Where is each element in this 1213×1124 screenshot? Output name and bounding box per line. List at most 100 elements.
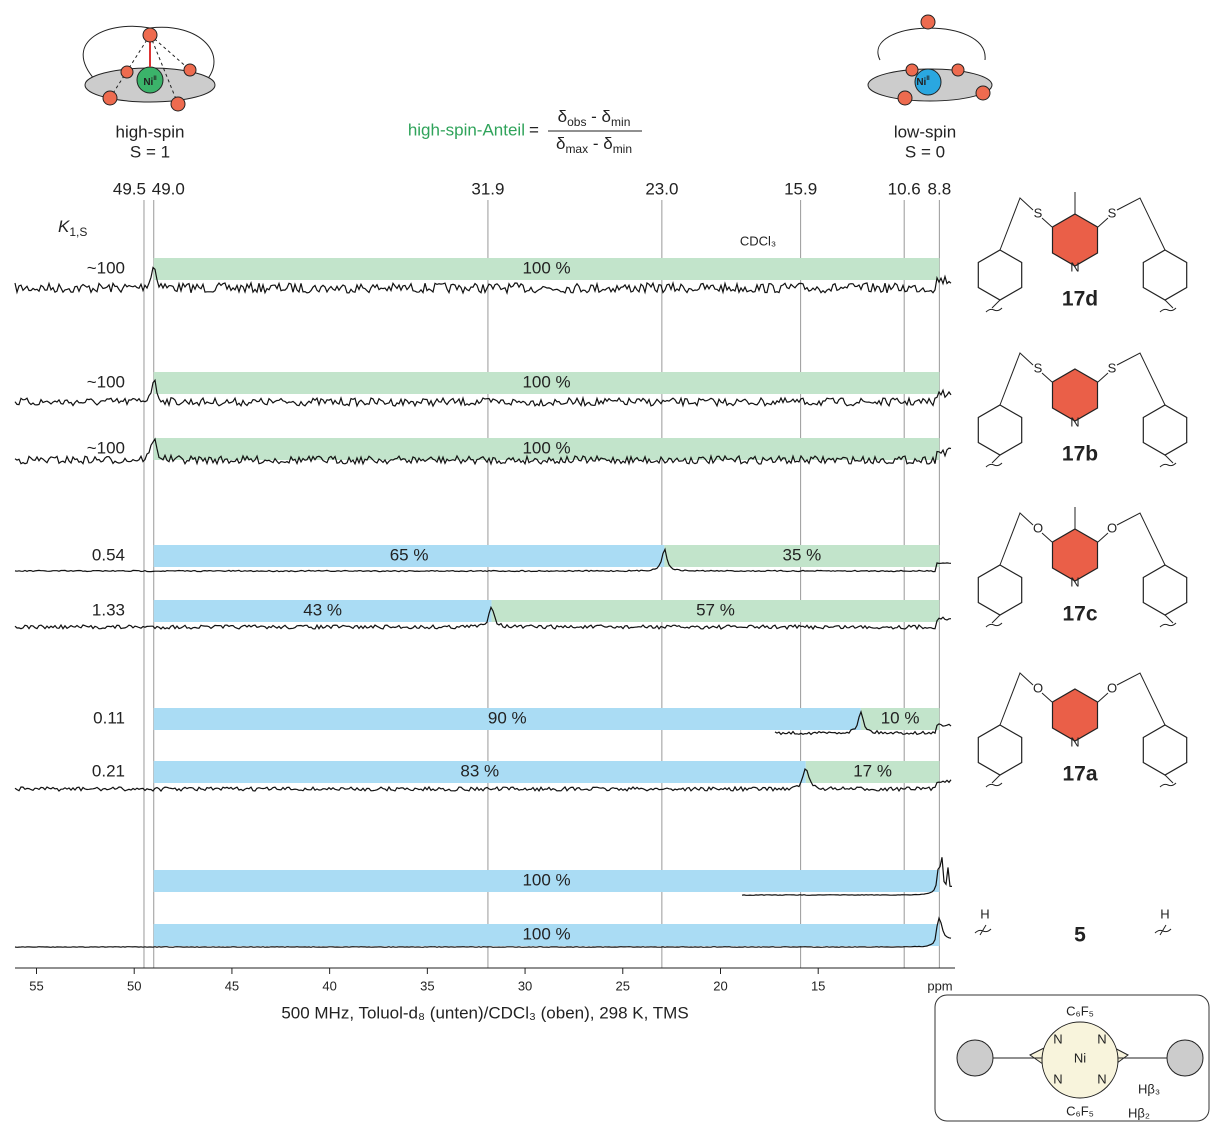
x-tick-label: 40 — [322, 978, 336, 993]
low-spin-bar — [153, 761, 806, 783]
k-value: ~100 — [87, 372, 125, 391]
formula-part: min — [611, 115, 630, 129]
bond — [999, 197, 1166, 251]
ox-state: II — [153, 76, 157, 82]
k-header: K1,S — [58, 217, 87, 239]
atom-label: H — [1160, 906, 1169, 921]
high-spin-bar — [153, 438, 940, 460]
ox-state: II — [926, 76, 930, 82]
wiggle — [985, 454, 1177, 468]
formula-part: δ — [556, 134, 565, 153]
reference-label: 31.9 — [471, 179, 504, 198]
bond — [999, 512, 1166, 566]
inset-label: N — [1053, 1071, 1062, 1086]
spectrum-trace — [14, 266, 952, 295]
percent-label: 43 % — [303, 600, 342, 619]
annotation: CDCl₃ — [740, 233, 776, 248]
k-value: 1.33 — [92, 600, 125, 619]
phenyl-ring — [977, 249, 1023, 301]
pyridine-ring — [1051, 368, 1099, 422]
formula-denominator: δmax - δmin — [556, 134, 632, 156]
spectrum-trace — [14, 916, 952, 948]
k-value: ~100 — [87, 438, 125, 457]
atom-label: S — [1108, 205, 1117, 220]
low-spin-bar — [153, 924, 940, 946]
reference-label: 49.5 — [113, 179, 146, 198]
atom-label: O — [1107, 680, 1117, 695]
percent-label: 100 % — [522, 438, 570, 457]
x-tick-label: 55 — [29, 978, 43, 993]
compound-name: 17c — [1062, 603, 1097, 626]
metal: Ni — [143, 77, 153, 88]
percent-label: 10 % — [881, 708, 920, 727]
percent-label: 57 % — [696, 600, 735, 619]
k-value: 0.21 — [92, 761, 125, 780]
percent-label: 100 % — [522, 924, 570, 943]
inset-label: Hβ₃ — [1138, 1081, 1160, 1096]
spectrum-trace — [741, 857, 953, 896]
spectrum-trace — [14, 437, 952, 466]
spin-value: S = 1 — [130, 142, 170, 161]
high-spin-bar — [491, 600, 940, 622]
spin-label: high-spin — [116, 122, 185, 141]
phenyl-ring — [1142, 249, 1188, 301]
spectrum-trace — [14, 767, 952, 793]
wiggle — [985, 774, 1177, 788]
reference-label: 8.8 — [928, 179, 952, 198]
phenyl-ring — [1142, 564, 1188, 616]
atom-label: N — [1070, 259, 1079, 274]
phenyl-ring — [1142, 724, 1188, 776]
formula-label: high-spin-Anteil — [408, 120, 525, 139]
bond — [999, 672, 1166, 726]
spectrum-trace — [774, 709, 952, 736]
atom-label: H — [980, 906, 989, 921]
inset — [934, 994, 1210, 1122]
low-spin-bar — [153, 545, 665, 567]
atom-label: S — [1108, 360, 1117, 375]
reference-label: 15.9 — [784, 179, 817, 198]
low-spin-bar — [153, 870, 940, 892]
x-tick-label: 50 — [127, 978, 141, 993]
compound-name: 5 — [1074, 924, 1086, 947]
atom-label: O — [1107, 520, 1117, 535]
formula-part: max — [565, 142, 588, 156]
atom-label: O — [1033, 680, 1043, 695]
phenyl-ring — [977, 724, 1023, 776]
atom-label: O — [1033, 520, 1043, 535]
high-spin-bar — [860, 708, 940, 730]
spin-label: low-spin — [894, 122, 956, 141]
percent-label: 90 % — [488, 708, 527, 727]
atom-label: S — [1034, 360, 1043, 375]
high-spin-bar — [805, 761, 940, 783]
formula-part: min — [613, 142, 632, 156]
percent-label: 17 % — [853, 761, 892, 780]
reference-label: 10.6 — [888, 179, 921, 198]
formula-numerator: δobs - δmin — [558, 107, 631, 129]
inset-label: Ni — [1074, 1050, 1086, 1065]
pyridine-ring — [1051, 688, 1099, 742]
spectrum-trace — [14, 547, 952, 573]
low-spin-icon — [867, 14, 993, 106]
percent-label: 100 % — [522, 258, 570, 277]
formula-part: δ — [558, 107, 567, 126]
k-value: ~100 — [87, 258, 125, 277]
high-spin-icon — [82, 25, 216, 112]
x-tick-label: 15 — [811, 978, 825, 993]
formula-equals: = — [529, 120, 539, 139]
k-value: 0.11 — [93, 708, 125, 727]
atom-label: N — [1070, 574, 1079, 589]
spectrum-trace — [14, 605, 952, 631]
high-spin-bar — [664, 545, 940, 567]
x-axis-label: 500 MHz, Toluol-d₈ (unten)/CDCl₃ (oben),… — [281, 1003, 688, 1022]
x-tick-label: 35 — [420, 978, 434, 993]
percent-label: 100 % — [522, 372, 570, 391]
x-tick-label: 20 — [713, 978, 727, 993]
icon-metal: NiII — [143, 76, 157, 88]
inset-label: C₆F₅ — [1066, 1103, 1094, 1118]
reference-label: 49.0 — [152, 179, 185, 198]
percent-label: 35 % — [783, 545, 822, 564]
inset-label: N — [1053, 1031, 1062, 1046]
spin-value: S = 0 — [905, 142, 945, 161]
